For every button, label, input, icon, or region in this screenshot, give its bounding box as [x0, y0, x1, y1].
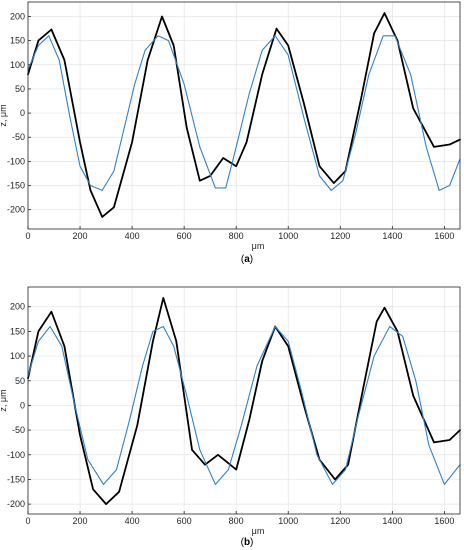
y-tick-label: 50 [15, 84, 25, 94]
x-tick-label: 0 [25, 231, 30, 241]
y-tick-label: 50 [15, 376, 25, 386]
x-tick-label: 1000 [278, 231, 298, 241]
y-tick-label: 100 [10, 60, 25, 70]
series-fitted-line [27, 35, 461, 191]
y-tick-label: 200 [10, 11, 25, 21]
x-tick-label: 0 [25, 516, 30, 526]
axes-box [27, 1, 461, 230]
y-tick-label: -50 [12, 132, 25, 142]
series-measured-line [27, 12, 461, 218]
panel-caption: (a) [241, 254, 253, 265]
y-tick-label: -200 [7, 499, 25, 509]
x-tick-label: 1400 [382, 516, 402, 526]
x-tick-label: 200 [73, 516, 88, 526]
y-tick-label: -100 [7, 156, 25, 166]
x-axis-label: μm [252, 241, 265, 251]
x-tick-label: 1200 [330, 231, 350, 241]
x-tick-label: 1000 [278, 516, 298, 526]
y-tick-label: 0 [20, 108, 25, 118]
y-axis-label: z, μm [0, 104, 8, 126]
x-tick-label: 1400 [382, 231, 402, 241]
panel-a: 0 200 400 600 800 1000 1200 1400 1600-200-150-10… [0, 1, 461, 265]
x-tick-label: 600 [177, 231, 192, 241]
y-axis-label: z, μm [0, 389, 8, 411]
x-tick-label: 1600 [434, 231, 454, 241]
x-tick-label: 600 [177, 516, 192, 526]
series-measured-line [27, 296, 461, 506]
x-tick-label: 400 [125, 231, 140, 241]
y-tick-label: 150 [10, 326, 25, 336]
panel-caption: (b) [241, 537, 254, 548]
x-tick-label: 800 [229, 231, 244, 241]
y-tick-label: 0 [20, 400, 25, 410]
y-tick-label: 100 [10, 351, 25, 361]
x-tick-label: 1200 [330, 516, 350, 526]
y-tick-label: -50 [12, 425, 25, 435]
x-tick-label: 1600 [434, 516, 454, 526]
x-tick-label: 200 [73, 231, 88, 241]
series-fitted-line [27, 325, 461, 485]
y-tick-label: -150 [7, 474, 25, 484]
plot-area [28, 287, 460, 514]
panel-b: 0 200 400 600 800 1000 1200 1400 1600-200-150-10… [0, 286, 461, 548]
axes-box [27, 286, 461, 515]
y-tick-label: 150 [10, 36, 25, 46]
y-tick-label: 200 [10, 302, 25, 312]
y-tick-label: -200 [7, 205, 25, 215]
x-tick-label: 800 [229, 516, 244, 526]
x-tick-label: 400 [125, 516, 140, 526]
y-tick-label: -150 [7, 181, 25, 191]
x-axis-label: μm [252, 526, 265, 536]
y-tick-label: -100 [7, 450, 25, 460]
